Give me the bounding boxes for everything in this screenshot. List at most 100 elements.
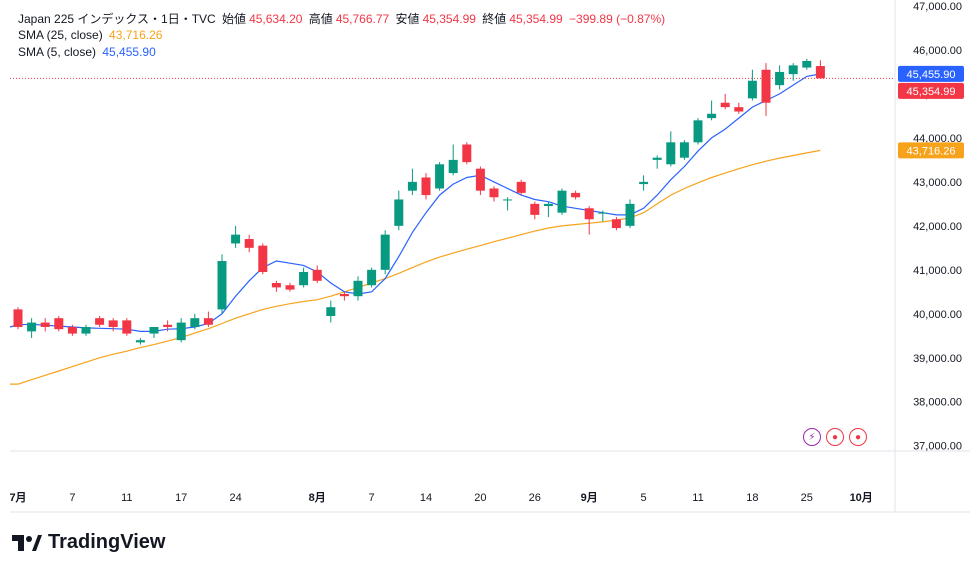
candle (435, 162, 445, 191)
candle-body (217, 261, 227, 310)
candle-body (611, 219, 621, 229)
candle (815, 60, 825, 79)
candle (747, 69, 757, 101)
candle (475, 166, 485, 196)
price-tag-label: 45,455.90 (907, 69, 956, 81)
candle (720, 93, 730, 110)
brand-name: TradingView (48, 531, 166, 553)
sma25-label: SMA (25, close) (18, 28, 103, 42)
x-tick-label: 10月 (850, 491, 873, 504)
candle-body (448, 159, 458, 174)
candle-body (802, 60, 812, 68)
low-label: 安値 (395, 12, 420, 26)
event-dot-icon[interactable]: ● (849, 428, 867, 446)
candle-body (788, 65, 798, 75)
candle (312, 265, 322, 284)
candle-body (720, 102, 730, 108)
tradingview-logo[interactable]: TradingView (12, 531, 165, 554)
y-tick-label: 38,000.00 (913, 397, 962, 409)
x-tick-label: 7 (369, 492, 375, 504)
candle-body (693, 120, 703, 143)
candle (67, 324, 77, 336)
x-tick-label: 18 (746, 492, 758, 504)
candle-body (40, 322, 50, 327)
y-tick-label: 40,000.00 (913, 309, 962, 321)
y-tick-label: 39,000.00 (913, 353, 962, 365)
candle-body (13, 309, 23, 327)
candle-body (679, 142, 689, 158)
candle (584, 206, 594, 235)
tradingview-logo-icon (12, 534, 42, 551)
candle-body (571, 192, 581, 198)
candle-body (557, 190, 567, 213)
y-tick-label: 41,000.00 (913, 265, 962, 277)
candle (421, 173, 431, 200)
sma5-legend[interactable]: SMA (5, close) 45,455.90 (18, 45, 159, 59)
candle (489, 186, 499, 202)
candle-body (503, 199, 513, 201)
close-label: 終値 (482, 12, 507, 26)
candle (679, 140, 689, 160)
sma5-label: SMA (5, close) (18, 45, 97, 59)
candle-body (625, 203, 635, 226)
candle (516, 179, 526, 196)
y-tick-label: 37,000.00 (913, 441, 962, 453)
candle-body (639, 181, 649, 185)
x-tick-label: 17 (175, 492, 187, 504)
candle (394, 190, 404, 231)
candle (135, 337, 145, 345)
candle-body (421, 177, 431, 196)
candle-body (543, 203, 553, 207)
x-tick-label: 9月 (581, 491, 598, 504)
event-markers: ⚡ ● ● (803, 428, 867, 446)
candle-body (27, 322, 37, 332)
candle-body (516, 181, 526, 193)
candle-body (652, 157, 662, 160)
candle (625, 199, 635, 229)
candle (163, 320, 173, 332)
candle (299, 267, 309, 288)
candle-body (707, 113, 717, 119)
low-value: 45,354.99 (422, 12, 476, 26)
candle-body (190, 318, 200, 327)
candle (108, 318, 118, 332)
candle (27, 318, 37, 338)
candle (380, 230, 390, 275)
candle (326, 300, 336, 323)
price-tag (898, 65, 964, 82)
ohlc-legend: Japan 225 インデックス・1日・TVC 始値 45,634.20 高値 45… (18, 10, 668, 27)
y-tick-label: 47,000.00 (913, 1, 962, 13)
candle-body (81, 326, 91, 334)
candle-body (734, 107, 744, 112)
candle (639, 175, 649, 191)
lightning-icon[interactable]: ⚡ (803, 428, 821, 446)
candle-body (747, 80, 757, 99)
candle (407, 168, 417, 196)
x-tick-label: 5 (641, 492, 647, 504)
sma5-line (9, 73, 821, 332)
candle-body (761, 69, 771, 103)
symbol-title: Japan 225 インデックス・1日・TVC (18, 12, 216, 26)
x-tick-label: 7月 (9, 491, 26, 504)
candle (543, 201, 553, 218)
candle-body (598, 212, 608, 214)
event-dot-icon[interactable]: ● (826, 428, 844, 446)
candle-body (122, 320, 132, 334)
candle (707, 100, 717, 121)
candle-body (407, 181, 417, 191)
candle (652, 155, 662, 169)
sma25-legend[interactable]: SMA (25, close) 43,716.26 (18, 28, 165, 42)
candle-body (666, 142, 676, 165)
candle (693, 118, 703, 145)
candle-body (203, 318, 213, 325)
candle-body (258, 245, 268, 273)
candle (557, 188, 567, 215)
candle-body (530, 203, 540, 215)
candle (339, 291, 349, 301)
x-tick-label: 26 (529, 492, 541, 504)
candle (761, 63, 771, 116)
candle (203, 311, 213, 327)
price-tag-label: 43,716.26 (907, 145, 956, 157)
price-tag-label: 45,354.99 (907, 86, 956, 98)
